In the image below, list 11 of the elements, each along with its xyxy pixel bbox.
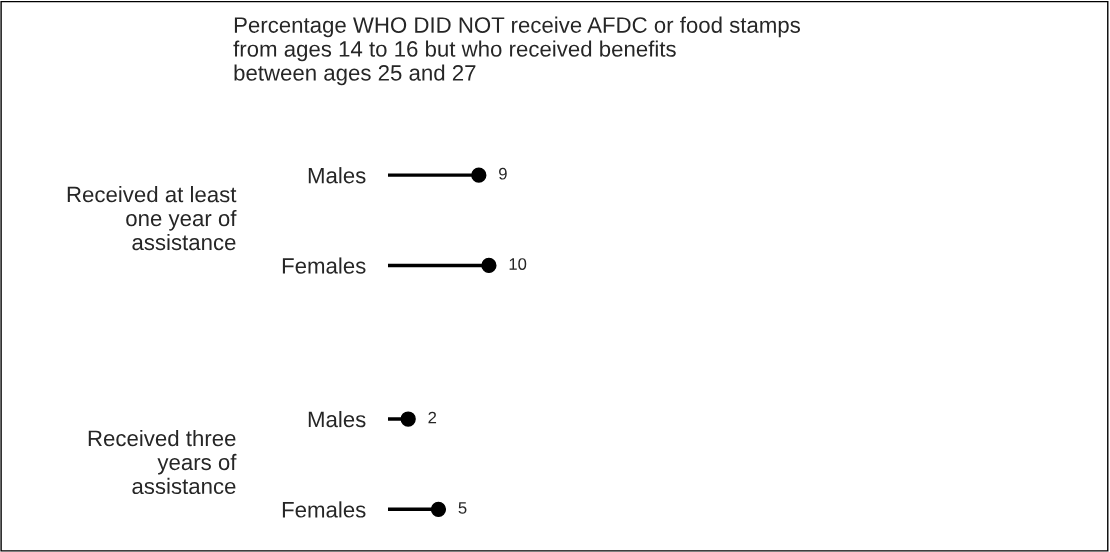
data-label: 5 [458, 502, 467, 514]
y-tick-label: Females [282, 257, 366, 274]
y-tick-label: Males [308, 167, 366, 184]
data-label: 10 [509, 258, 527, 270]
data-label: 2 [428, 411, 437, 424]
y-tick-label: Females [282, 501, 366, 518]
text: Received three years of assistance [88, 429, 237, 495]
data-label: 9 [499, 167, 507, 180]
y-tick-label: Males [308, 410, 366, 428]
chart-title: Percentage WHO DID NOT receive AFDC or food stamps from ages 14 to 16 but who received benefits between ages 25 and 27 [233, 16, 800, 86]
text: Received at least one year of assistance [67, 186, 237, 251]
